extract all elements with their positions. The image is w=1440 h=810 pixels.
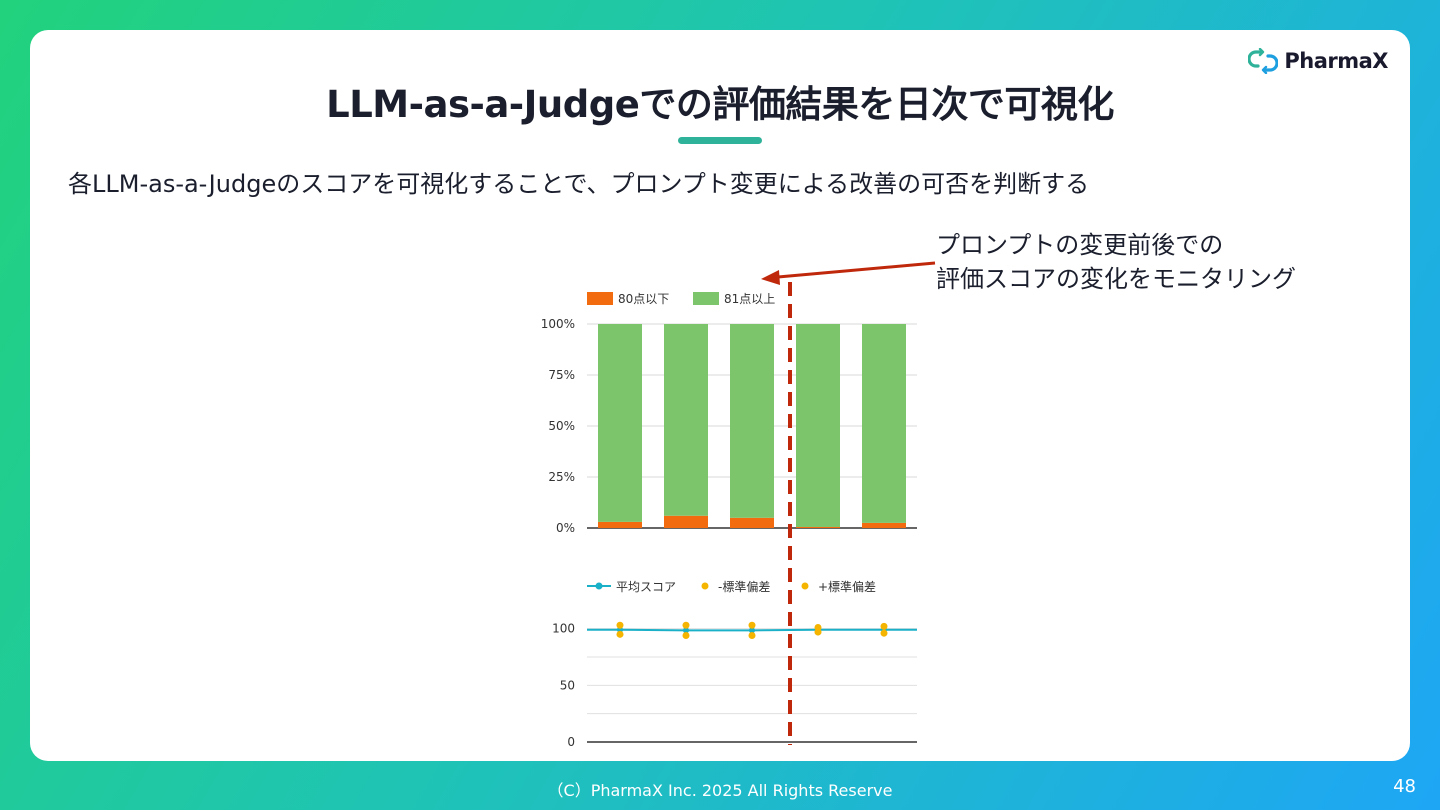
pharmax-logo: PharmaX bbox=[1248, 48, 1388, 74]
plus-std-point bbox=[616, 621, 624, 629]
legend-dot bbox=[701, 582, 709, 590]
minus-std-point bbox=[682, 631, 690, 639]
plus-std-point bbox=[682, 621, 690, 629]
y-tick-label: 100 bbox=[552, 622, 575, 636]
legend-dot bbox=[595, 582, 603, 590]
y-tick-label: 75% bbox=[548, 368, 575, 382]
pharmax-logo-icon bbox=[1248, 48, 1279, 74]
score-line-chart: 平均スコア -標準偏差 +標準偏差 100 50 0 bbox=[552, 579, 917, 749]
stacked-bar-chart: 80点以下 81点以上 100% 75% 50% 25% 0% bbox=[541, 292, 917, 535]
annotation-arrow-head bbox=[761, 270, 780, 285]
bar-segment-80-or-less bbox=[664, 515, 708, 528]
legend-dot bbox=[801, 582, 809, 590]
plus-std-point bbox=[880, 622, 888, 630]
bar-segment-80-or-less bbox=[598, 521, 642, 528]
bar-segment-80-or-less bbox=[796, 526, 840, 528]
y-tick-label: 50 bbox=[560, 678, 575, 692]
slide-card: PharmaX LLM-as-a-Judgeでの評価結果を日次で可視化 各LLM… bbox=[30, 30, 1410, 761]
average-score-point bbox=[683, 627, 689, 634]
plus-std-point bbox=[748, 621, 756, 629]
slide-subtitle: 各LLM-as-a-Judgeのスコアを可視化することで、プロンプト変更による改… bbox=[68, 170, 1090, 198]
bar-segment-81-or-more bbox=[862, 324, 906, 523]
legend-label: +標準偏差 bbox=[818, 579, 876, 594]
annotation-arrow-svg bbox=[761, 261, 936, 285]
y-tick-label: 0 bbox=[567, 735, 575, 749]
title-underline bbox=[678, 137, 762, 144]
y-tick-label: 50% bbox=[548, 419, 575, 433]
minus-std-point bbox=[748, 631, 756, 639]
bar-segment-81-or-more bbox=[796, 324, 840, 527]
bar-segment-81-or-more bbox=[598, 324, 642, 522]
slide-title: LLM-as-a-Judgeでの評価結果を日次で可視化 bbox=[326, 83, 1114, 126]
average-score-point bbox=[749, 627, 755, 634]
footer-copyright: （C）PharmaX Inc. 2025 All Rights Reserve bbox=[547, 781, 893, 800]
y-tick-label: 0% bbox=[556, 521, 575, 535]
bar-segment-81-or-more bbox=[730, 324, 774, 518]
y-tick-label: 100% bbox=[541, 317, 575, 331]
legend-swatch bbox=[693, 292, 719, 305]
y-tick-label: 25% bbox=[548, 470, 575, 484]
charts-svg: 80点以下 81点以上 100% 75% 50% 25% 0% 平均スコア -標準偏差 +標準偏… bbox=[541, 282, 917, 749]
logo-text: PharmaX bbox=[1284, 49, 1388, 73]
legend-label: 平均スコア bbox=[616, 580, 676, 594]
bar-segment-80-or-less bbox=[862, 522, 906, 528]
bar-segment-81-or-more bbox=[664, 324, 708, 516]
plus-std-point bbox=[814, 624, 822, 632]
minus-std-point bbox=[616, 630, 624, 638]
minus-std-point bbox=[880, 629, 888, 637]
legend-label: 81点以上 bbox=[724, 292, 775, 306]
page-number: 48 bbox=[1393, 776, 1416, 797]
annotation-text: プロンプトの変更前後での 評価スコアの変化をモニタリング bbox=[936, 231, 1296, 293]
legend-label: 80点以下 bbox=[618, 292, 669, 306]
bar-segment-80-or-less bbox=[730, 517, 774, 528]
legend-label: -標準偏差 bbox=[718, 579, 770, 594]
annotation-arrow-line bbox=[777, 261, 936, 279]
legend-swatch bbox=[587, 292, 613, 305]
